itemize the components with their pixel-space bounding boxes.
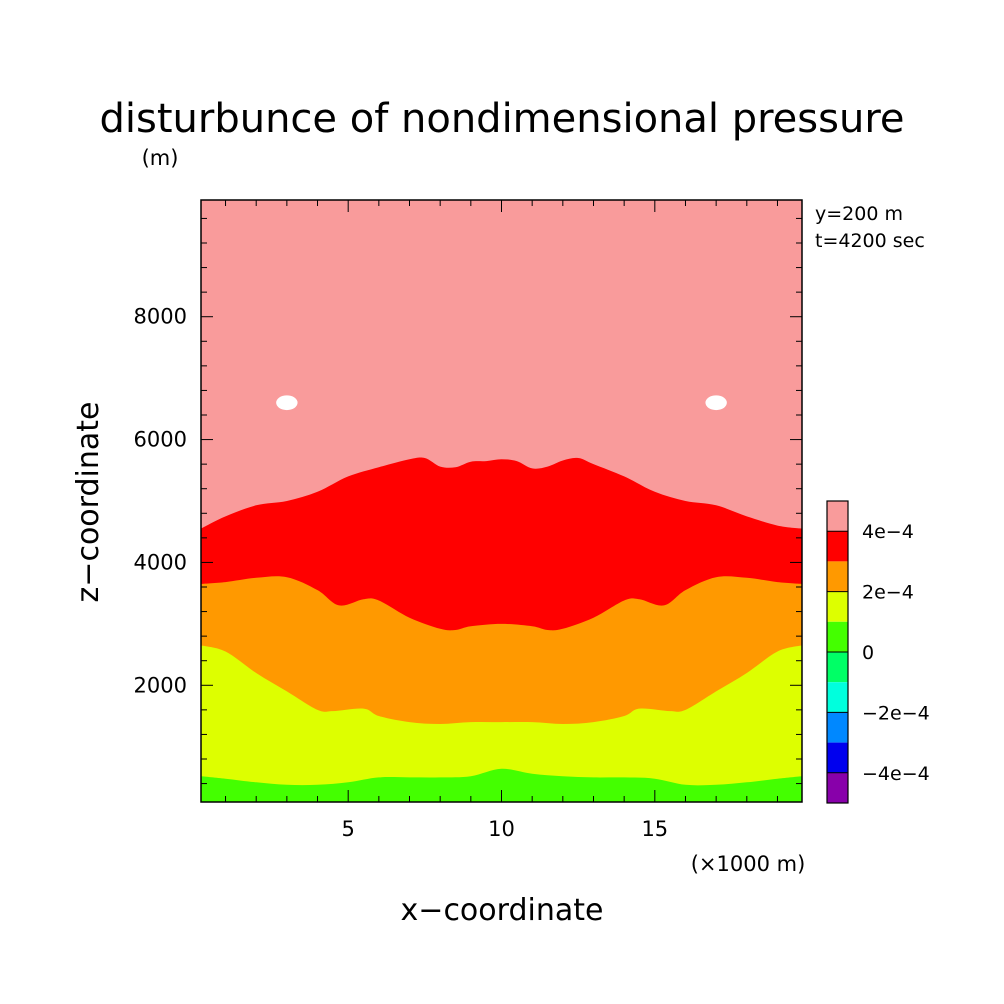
y-axis-unit: (m) <box>142 146 179 170</box>
info-y-value: y=200 m <box>815 203 903 225</box>
plot-area <box>200 199 803 803</box>
colorbar-swatch <box>827 561 848 592</box>
region-below-contour-2e-4 <box>201 645 802 802</box>
high-spot-2 <box>705 395 727 411</box>
x-tick-label: 5 <box>341 817 354 841</box>
colorbar-label: −4e−4 <box>862 763 930 785</box>
colorbar: 4e−4 2e−4 0 −2e−4 −4e−4 <box>826 500 930 804</box>
colorbar-swatch <box>827 682 848 713</box>
x-tick-label: 10 <box>488 817 515 841</box>
x-axis-ticks: 5 10 15 <box>225 200 778 841</box>
high-spot-1 <box>276 395 298 411</box>
colorbar-label: 2e−4 <box>862 582 914 604</box>
colorbar-swatch <box>827 652 848 683</box>
colorbar-label: −2e−4 <box>862 702 930 724</box>
colorbar-label: 4e−4 <box>862 521 914 543</box>
colorbar-label: 0 <box>862 642 874 664</box>
colorbar-swatch <box>827 591 848 622</box>
x-tick-label: 15 <box>641 817 668 841</box>
colorbar-swatch <box>827 531 848 562</box>
info-time-value: t=4200 sec <box>815 230 925 252</box>
y-tick-label: 8000 <box>134 305 187 329</box>
colorbar-swatch <box>827 501 848 532</box>
colorbar-swatch <box>827 712 848 743</box>
colorbar-swatch <box>827 742 848 773</box>
y-tick-label: 4000 <box>134 550 187 574</box>
y-tick-label: 6000 <box>134 428 187 452</box>
x-axis-title: x−coordinate <box>401 893 604 928</box>
chart-title: disturbunce of nondimensional pressure <box>100 96 905 142</box>
colorbar-swatch <box>827 772 848 803</box>
region-below-contour-1e-4 <box>201 768 802 802</box>
y-axis-title: z−coordinate <box>71 402 106 603</box>
x-axis-unit: (×1000 m) <box>691 852 806 876</box>
colorbar-swatch <box>827 621 848 652</box>
y-tick-label: 2000 <box>134 673 187 697</box>
y-axis-ticks: 2000 4000 6000 8000 <box>134 217 802 785</box>
